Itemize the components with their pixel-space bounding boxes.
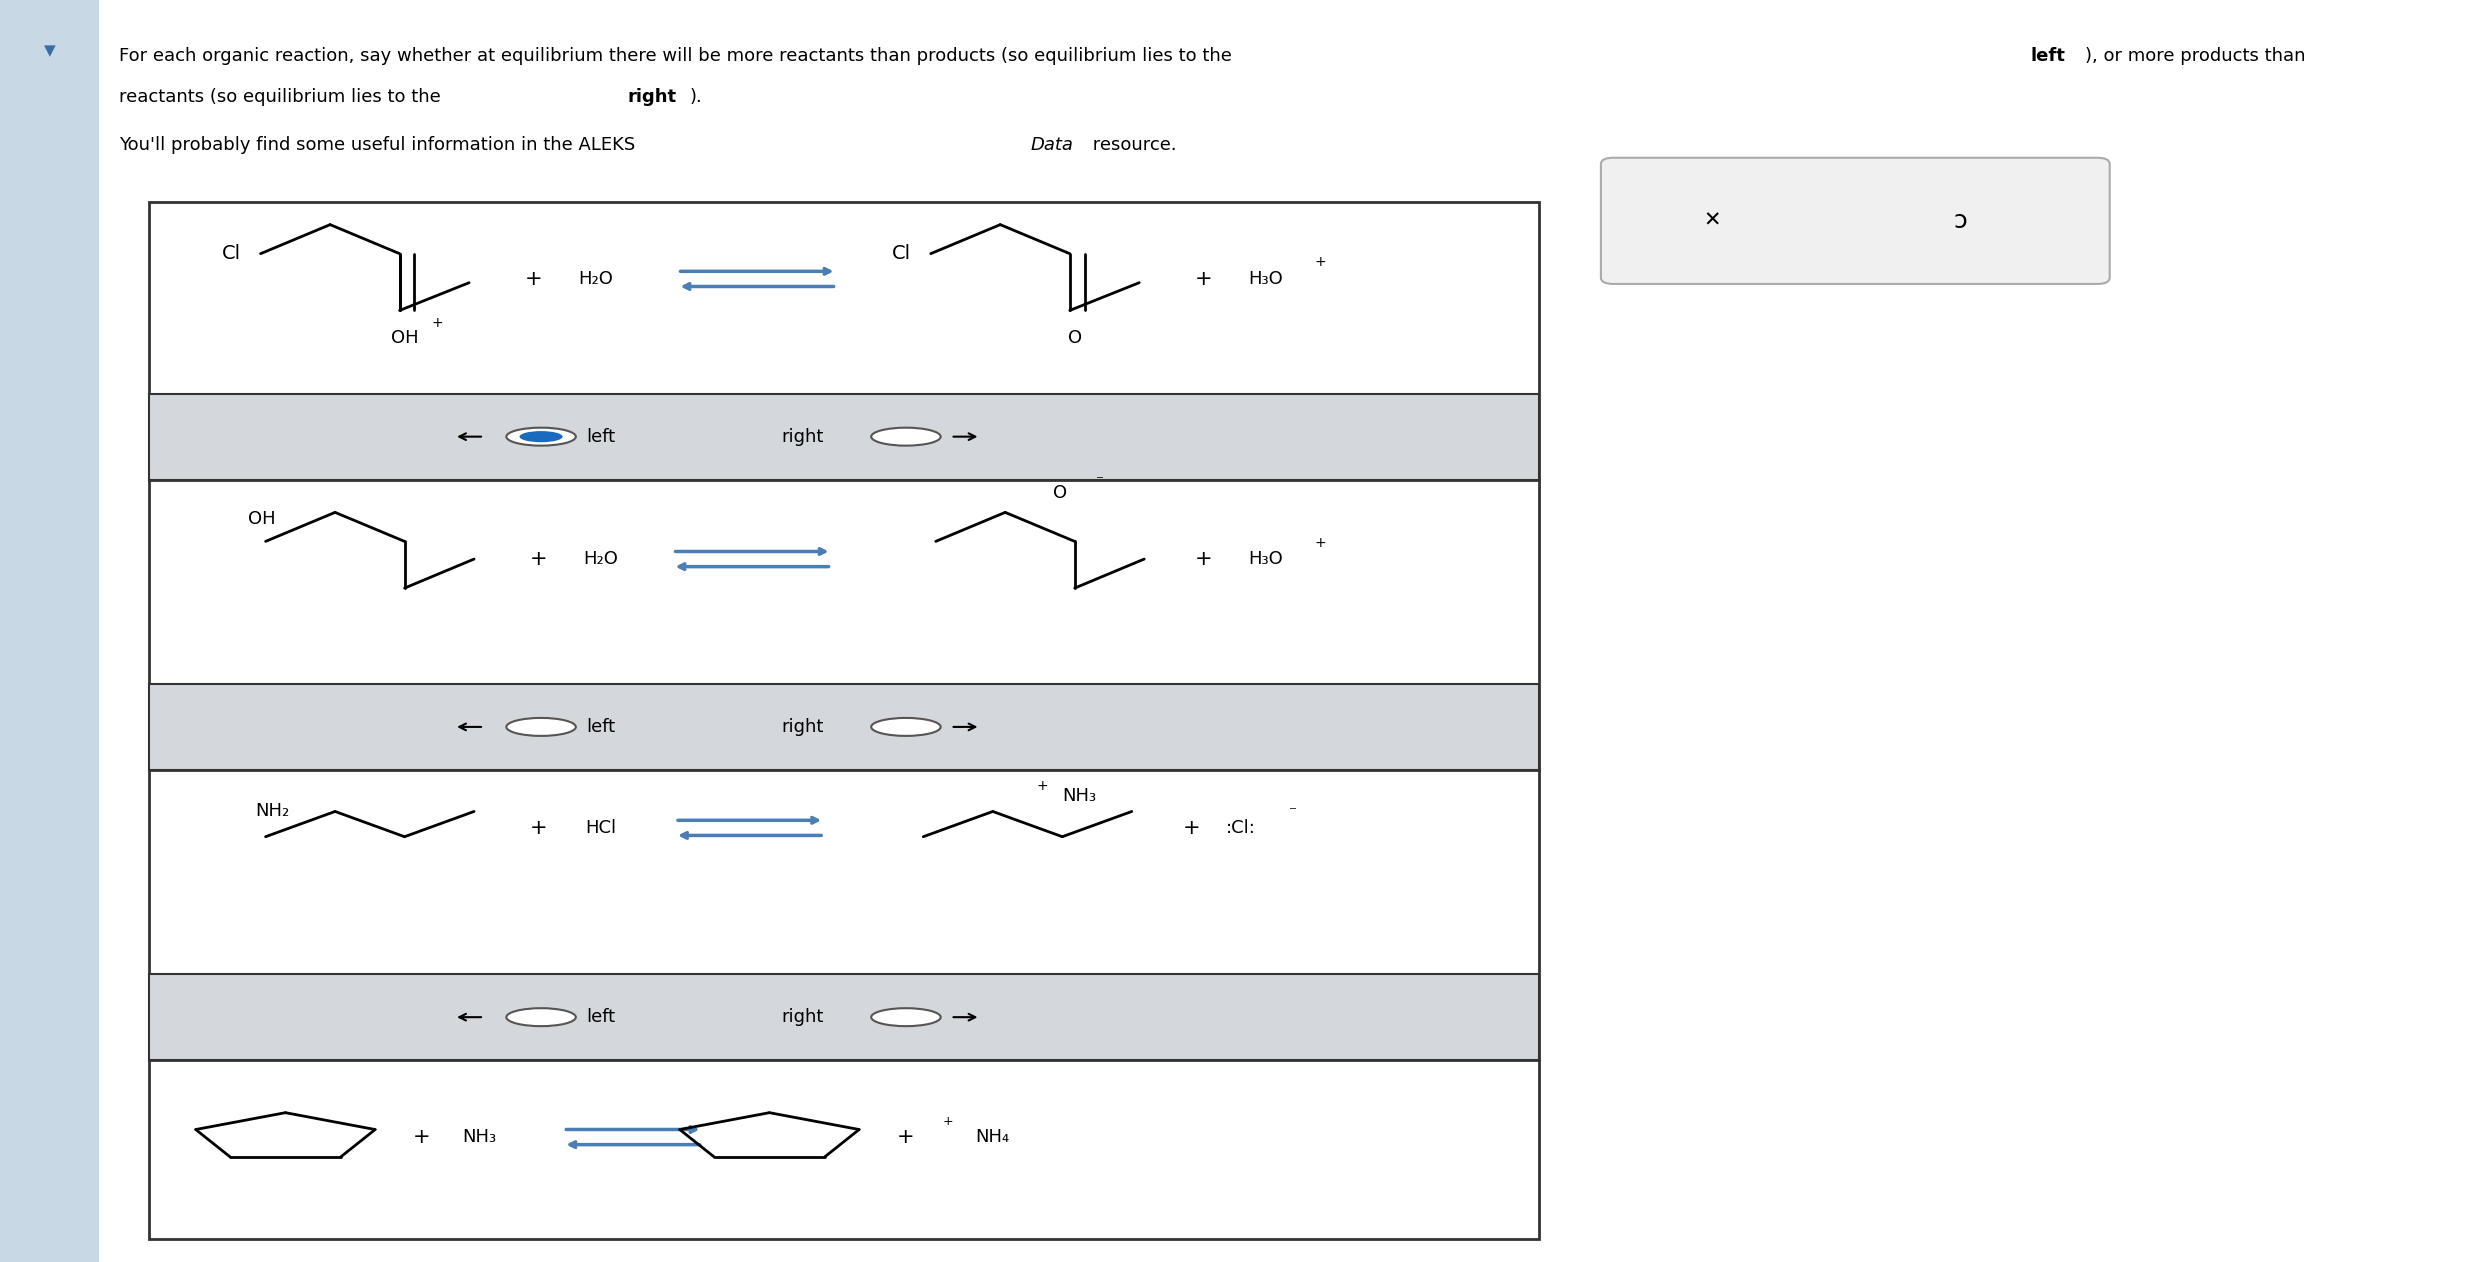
Text: ).: ). <box>690 88 702 106</box>
Text: Data: Data <box>1030 136 1072 154</box>
Text: Cl: Cl <box>221 244 241 264</box>
Text: +: + <box>1181 818 1201 838</box>
FancyBboxPatch shape <box>1601 158 2110 284</box>
Ellipse shape <box>519 432 563 442</box>
Text: +: + <box>529 549 549 569</box>
Text: ↄ: ↄ <box>1953 208 1968 233</box>
FancyBboxPatch shape <box>0 0 99 1262</box>
Text: left: left <box>586 428 616 445</box>
Text: left: left <box>586 718 616 736</box>
Text: For each organic reaction, say whether at equilibrium there will be more reactan: For each organic reaction, say whether a… <box>119 47 1239 64</box>
Ellipse shape <box>506 718 576 736</box>
Text: +: + <box>1315 255 1325 270</box>
Text: Cl: Cl <box>891 244 911 264</box>
FancyBboxPatch shape <box>149 974 1539 1060</box>
Text: +: + <box>943 1116 953 1128</box>
Text: right: right <box>628 88 678 106</box>
Text: reactants (so equilibrium lies to the: reactants (so equilibrium lies to the <box>119 88 447 106</box>
Text: +: + <box>412 1127 432 1147</box>
FancyBboxPatch shape <box>149 684 1539 770</box>
Text: right: right <box>782 428 824 445</box>
Text: +: + <box>896 1127 916 1147</box>
Text: ⁻: ⁻ <box>1095 473 1104 488</box>
Text: NH₃: NH₃ <box>1062 787 1097 805</box>
Text: NH₂: NH₂ <box>256 803 290 820</box>
Ellipse shape <box>871 428 941 445</box>
Text: H₃O: H₃O <box>1248 270 1283 288</box>
Text: +: + <box>1194 269 1214 289</box>
Text: +: + <box>524 269 544 289</box>
Text: HCl: HCl <box>586 819 616 837</box>
Text: +: + <box>1315 535 1325 550</box>
Text: ✕: ✕ <box>1703 211 1723 231</box>
Text: right: right <box>782 718 824 736</box>
Text: ▼: ▼ <box>45 43 55 58</box>
Ellipse shape <box>871 1008 941 1026</box>
Text: ⁻: ⁻ <box>1288 804 1298 819</box>
Text: left: left <box>586 1008 616 1026</box>
Ellipse shape <box>506 428 576 445</box>
Text: OH: OH <box>248 510 276 528</box>
Text: H₂O: H₂O <box>578 270 613 288</box>
Text: H₃O: H₃O <box>1248 550 1283 568</box>
Text: NH₃: NH₃ <box>462 1128 496 1146</box>
Text: You'll probably find some useful information in the ALEKS: You'll probably find some useful informa… <box>119 136 640 154</box>
FancyBboxPatch shape <box>149 202 1539 1239</box>
Text: OH: OH <box>390 329 419 347</box>
Ellipse shape <box>871 718 941 736</box>
Text: left: left <box>2030 47 2065 64</box>
Text: O: O <box>1067 329 1082 347</box>
Text: +: + <box>1194 549 1214 569</box>
Text: +: + <box>1037 779 1047 794</box>
FancyBboxPatch shape <box>149 394 1539 480</box>
Text: O: O <box>1052 485 1067 502</box>
Text: ), or more products than: ), or more products than <box>2085 47 2306 64</box>
Text: right: right <box>782 1008 824 1026</box>
Text: :Cl:: :Cl: <box>1226 819 1256 837</box>
Text: +: + <box>432 316 442 331</box>
Text: H₂O: H₂O <box>583 550 618 568</box>
Text: NH₄: NH₄ <box>975 1128 1010 1146</box>
Text: resource.: resource. <box>1087 136 1176 154</box>
Ellipse shape <box>506 1008 576 1026</box>
Text: +: + <box>529 818 549 838</box>
